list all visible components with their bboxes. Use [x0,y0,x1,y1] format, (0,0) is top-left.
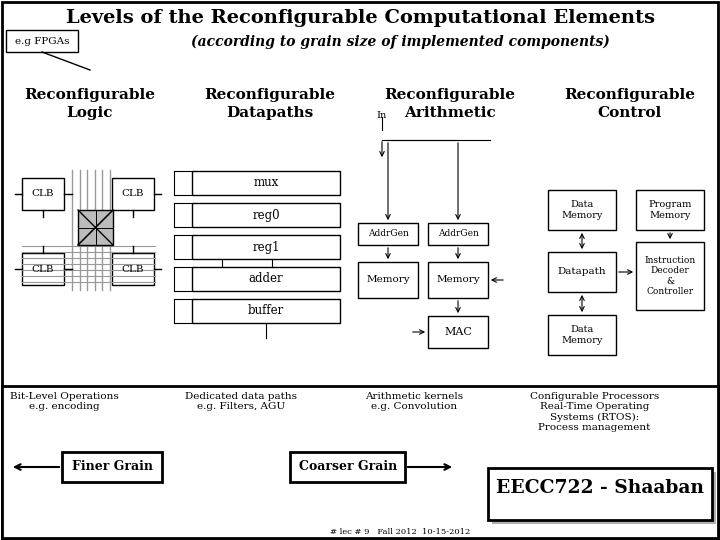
Bar [22,178,64,210]
Text: Memory: Memory [366,275,410,285]
Text: Finer Grain: Finer Grain [71,461,153,474]
Text: reg0: reg0 [252,208,280,221]
Bar [62,452,162,482]
Bar [192,171,340,195]
Text: Levels of the Reconfigurable Computational Elements: Levels of the Reconfigurable Computation… [66,9,654,27]
Bar [192,203,340,227]
Text: Logic: Logic [67,106,113,120]
Text: Memory: Memory [436,275,480,285]
Text: Reconfigurable: Reconfigurable [204,88,336,102]
Bar [548,252,616,292]
Text: adder: adder [248,273,283,286]
Text: Instruction
Decoder
&
Controller: Instruction Decoder & Controller [644,256,696,296]
Text: Datapaths: Datapaths [226,106,314,120]
Bar [192,299,340,323]
Bar [492,472,716,524]
Text: AddrGen: AddrGen [438,230,478,239]
Text: Data
Memory: Data Memory [562,200,603,220]
Text: Datapath: Datapath [558,267,606,276]
Text: CLB: CLB [32,265,54,273]
Text: EECC722 - Shaaban: EECC722 - Shaaban [496,479,704,497]
Bar [112,253,154,285]
Bar [428,223,488,245]
Text: CLB: CLB [122,190,144,199]
Bar [358,223,418,245]
Text: e.g FPGAs: e.g FPGAs [14,37,69,45]
Bar [488,468,712,520]
Bar [2,75,718,385]
Bar [636,242,704,310]
Bar [548,190,616,230]
Text: (according to grain size of implemented components): (according to grain size of implemented … [191,35,609,49]
Text: buffer: buffer [248,305,284,318]
Text: CLB: CLB [32,190,54,199]
Bar [290,452,405,482]
Bar [358,262,418,298]
Text: Reconfigurable: Reconfigurable [564,88,696,102]
Text: Bit-Level Operations
e.g. encoding: Bit-Level Operations e.g. encoding [10,392,119,411]
Text: Configurable Processors
Real-Time Operating
Systems (RTOS):
Process management: Configurable Processors Real-Time Operat… [530,392,660,433]
Bar [548,315,616,355]
Bar [192,267,340,291]
Text: Coarser Grain: Coarser Grain [299,461,397,474]
Bar [22,253,64,285]
Text: Arithmetic kernels
e.g. Convolution: Arithmetic kernels e.g. Convolution [365,392,463,411]
Bar [2,386,718,538]
Bar [6,30,78,52]
Text: CLB: CLB [122,265,144,273]
Text: AddrGen: AddrGen [368,230,408,239]
Text: In: In [377,111,387,119]
Bar [636,190,704,230]
Text: Arithmetic: Arithmetic [404,106,496,120]
Bar [112,178,154,210]
Text: Program
Memory: Program Memory [648,200,692,220]
Bar [192,235,340,259]
Bar [78,210,113,245]
Bar [428,316,488,348]
Text: reg1: reg1 [252,240,280,253]
Text: mux: mux [253,177,279,190]
Text: # lec # 9   Fall 2012  10-15-2012: # lec # 9 Fall 2012 10-15-2012 [330,528,470,536]
Text: Data
Memory: Data Memory [562,325,603,345]
Bar [428,262,488,298]
Text: Control: Control [598,106,662,120]
Text: Reconfigurable: Reconfigurable [384,88,516,102]
Text: Reconfigurable: Reconfigurable [24,88,156,102]
Text: MAC: MAC [444,327,472,337]
Text: Dedicated data paths
e.g. Filters, AGU: Dedicated data paths e.g. Filters, AGU [185,392,297,411]
